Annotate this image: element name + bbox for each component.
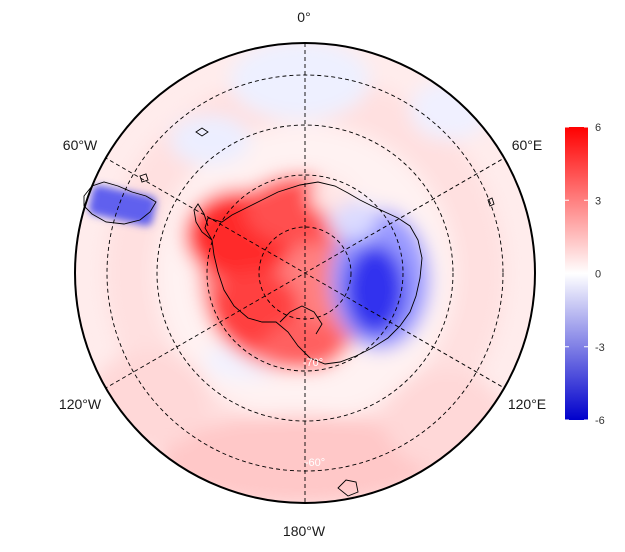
meridian-60w-120e [103,156,507,390]
island-coastline [487,197,495,207]
graticule [103,43,507,503]
colorbar-tick-label: 3 [595,195,601,207]
lon-label-60w: 60°W [63,137,98,153]
colorbar-gradient [565,127,588,420]
lon-label-120e: 120°E [508,396,546,412]
coastlines [83,127,495,497]
colorbar-tick-label: -6 [595,415,605,427]
lat-label-60: -60° [305,457,325,469]
lat-circle-70 [206,174,404,372]
colorbar-tick-label: 0 [595,269,601,281]
new-zealand-coastline [337,479,359,497]
island-coastline [139,173,149,183]
colorbar-ticks: 6 3 0 -3 -6 [565,122,605,427]
antarctica-coastline [204,181,423,365]
lon-label-60e: 60°E [512,137,543,153]
colorbar-tick-label: -3 [595,342,605,354]
map-border [74,42,536,504]
ross-ice-shelf-coastline [279,305,323,335]
lat-label-70: -70° [303,357,323,369]
antarctic-peninsula-coastline [193,203,213,241]
colorbar-tick-label: 6 [595,122,601,134]
south-america-tip-coastline [83,181,157,225]
lon-label-0: 0° [297,9,310,25]
anomaly-field [75,43,535,503]
lon-label-180w: 180°W [283,523,326,539]
lon-label-120w: 120°W [59,396,102,412]
island-coastline [195,127,209,137]
colorbar: 6 3 0 -3 -6 [565,122,605,427]
